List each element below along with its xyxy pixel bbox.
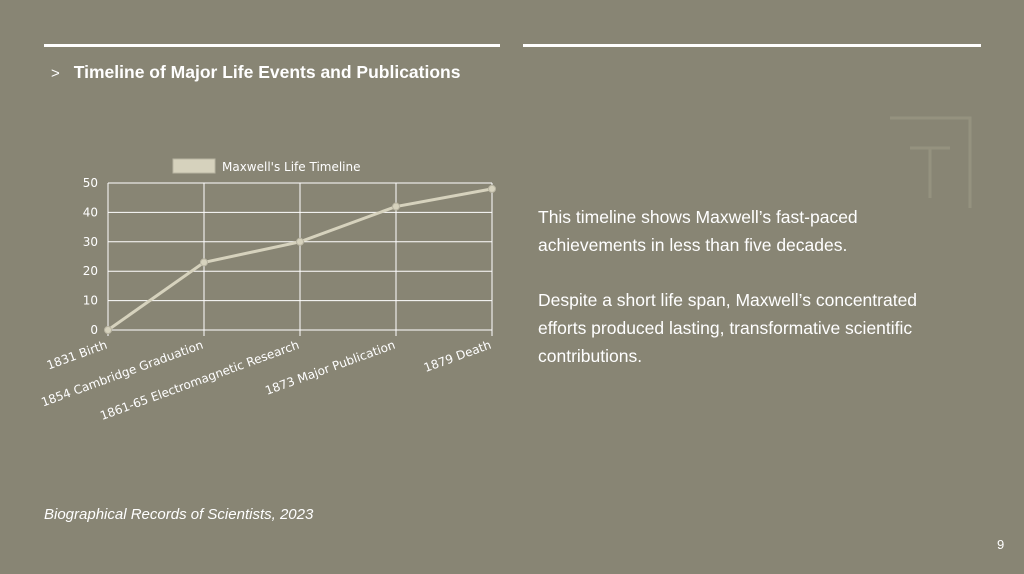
source-citation: Biographical Records of Scientists, 2023 [44,506,314,523]
slide-title: Timeline of Major Life Events and Public… [73,62,461,82]
data-point [392,202,400,211]
faint-watermark-shape [890,116,972,208]
data-point [104,326,112,334]
paragraph-2: Despite a short life span, Maxwell’s con… [538,290,918,366]
x-tick-label: 1831 Birth [45,338,109,373]
top-rule-left [44,44,500,47]
x-tick-label: 1854 Cambridge Graduation [39,338,205,410]
data-point [200,258,208,267]
data-point [488,184,496,193]
y-tick-label: 10 [83,294,98,308]
legend-label: Maxwell's Life Timeline [222,160,361,174]
y-tick-label: 0 [90,323,98,337]
body-text: This timeline shows Maxwell’s fast-paced… [538,203,958,397]
y-tick-label: 50 [83,176,98,190]
paragraph-1: This timeline shows Maxwell’s fast-paced… [538,207,858,255]
y-tick-label: 40 [83,205,98,219]
top-rule-right [523,44,981,47]
legend-swatch [172,158,216,174]
y-tick-label: 20 [83,264,98,278]
page-number: 9 [997,537,1005,552]
x-tick-label: 1879 Death [422,338,493,375]
y-tick-label: 30 [83,235,98,249]
slide-heading: > Timeline of Major Life Events and Publi… [51,62,460,83]
chevron-right-icon: > [51,65,60,82]
data-point [296,237,304,246]
